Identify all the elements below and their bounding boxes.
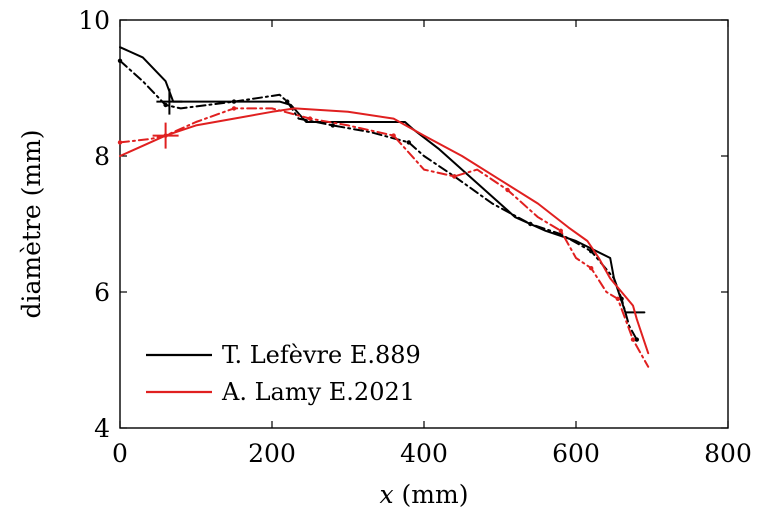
x-axis-variable: x — [380, 480, 394, 509]
y-tick-label: 6 — [94, 278, 110, 307]
series-point — [391, 133, 396, 138]
legend-label-lamy: A. Lamy E.2021 — [221, 378, 415, 406]
x-tick-label: 800 — [704, 439, 752, 468]
series-point — [619, 296, 624, 301]
series-point — [589, 266, 594, 271]
series-point — [505, 187, 510, 193]
series-layer — [117, 46, 650, 368]
x-tick-label: 0 — [112, 439, 128, 468]
x-axis-label: x (mm) — [380, 480, 469, 509]
series-point — [558, 228, 563, 233]
series-line-2 — [119, 107, 650, 355]
series-line-3 — [119, 107, 650, 368]
series-point — [163, 102, 168, 108]
x-tick-label: 200 — [248, 439, 296, 468]
series-point — [285, 99, 290, 104]
ticks: 0 200 400 600 800 4 6 8 10 — [78, 6, 752, 468]
series-point — [452, 174, 457, 179]
legend: T. Lefèvre E.889 A. Lamy E.2021 — [146, 341, 421, 406]
series-point — [615, 296, 620, 301]
series-point — [231, 106, 237, 111]
series-point — [307, 116, 313, 121]
y-axis-label: diamètre (mm) — [17, 129, 46, 318]
legend-label-lefevre: T. Lefèvre E.889 — [222, 341, 421, 369]
x-tick-label: 600 — [552, 439, 600, 468]
y-tick-label: 10 — [78, 6, 110, 35]
series-point — [117, 140, 123, 145]
series-point — [117, 58, 123, 63]
marker-layer — [152, 88, 183, 149]
plot-area — [119, 19, 729, 429]
series-point — [406, 140, 411, 145]
series-point — [528, 221, 533, 227]
series-point — [634, 337, 639, 342]
series-line-0 — [119, 46, 646, 314]
series-line-1 — [119, 59, 638, 341]
series-point — [330, 123, 335, 128]
series-point — [231, 99, 237, 104]
series-point — [630, 337, 636, 342]
y-tick-label: 8 — [94, 142, 110, 171]
x-tick-label: 400 — [400, 439, 448, 468]
x-axis-unit: (mm) — [394, 480, 469, 509]
y-tick-label: 4 — [94, 414, 110, 443]
